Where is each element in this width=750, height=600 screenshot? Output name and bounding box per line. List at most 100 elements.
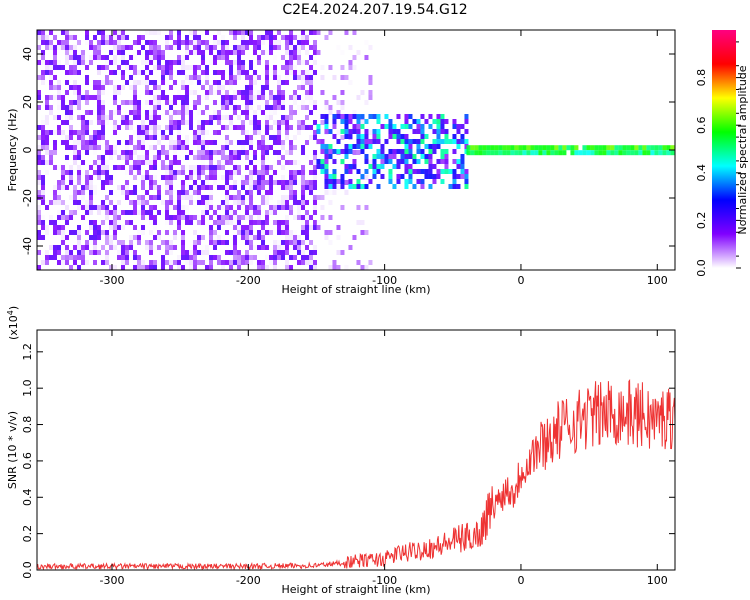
heatmap-cell	[177, 210, 181, 215]
heatmap-cell	[113, 55, 117, 60]
heatmap-cell	[85, 80, 89, 85]
heatmap-cell	[193, 45, 197, 50]
heatmap-cell	[129, 235, 133, 240]
heatmap-cell	[269, 175, 273, 180]
heatmap-cell	[85, 75, 89, 80]
heatmap-cell	[249, 65, 253, 70]
heatmap-cell	[57, 115, 61, 120]
heatmap-cell	[161, 240, 165, 245]
heatmap-cell	[229, 80, 233, 85]
heatmap-cell	[81, 90, 85, 95]
heatmap-cell	[249, 100, 253, 105]
heatmap-cell	[113, 125, 117, 130]
heatmap-cell	[45, 170, 49, 175]
heatmap-cell	[69, 115, 73, 120]
heatmap-cell	[313, 180, 317, 185]
heatmap-cell	[89, 195, 93, 200]
heatmap-cell	[77, 250, 81, 255]
heatmap-cell	[141, 70, 145, 75]
heatmap-cell	[153, 180, 157, 185]
heatmap-cell	[153, 65, 157, 70]
heatmap-x-axis-label: Height of straight line (km)	[281, 283, 430, 296]
heatmap-cell	[209, 50, 213, 55]
heatmap-cell	[205, 70, 209, 75]
heatmap-cell	[213, 170, 217, 175]
heatmap-cell	[65, 220, 69, 225]
heatmap-cell	[324, 119, 329, 124]
heatmap-cell	[137, 100, 141, 105]
heatmap-cell	[269, 40, 273, 45]
heatmap-cell	[281, 35, 285, 40]
heatmap-cell	[177, 265, 181, 270]
heatmap-cell	[301, 255, 305, 260]
heatmap-cell	[237, 140, 241, 145]
heatmap-cell	[460, 124, 465, 129]
heatmap-cell	[420, 154, 425, 159]
heatmap-cell	[241, 175, 245, 180]
heatmap-cell	[301, 120, 305, 125]
heatmap-cell	[45, 135, 49, 140]
heatmap-cell	[269, 180, 273, 185]
heatmap-cell	[185, 195, 189, 200]
heatmap-cell	[297, 95, 301, 100]
heatmap-cell	[57, 80, 61, 85]
heatmap-cell	[285, 120, 289, 125]
heatmap-cell	[137, 95, 141, 100]
heatmap-cell	[177, 215, 181, 220]
heatmap-cell	[670, 150, 675, 156]
heatmap-cell	[229, 50, 233, 55]
heatmap-cell	[245, 85, 249, 90]
heatmap-cell	[81, 150, 85, 155]
heatmap-cell	[197, 155, 201, 160]
heatmap-cell	[372, 164, 377, 169]
heatmap-cell	[444, 159, 449, 164]
heatmap-cell	[285, 70, 289, 75]
heatmap-cell	[245, 165, 249, 170]
heatmap-cell	[249, 235, 253, 240]
heatmap-cell	[101, 80, 105, 85]
heatmap-cell	[396, 129, 401, 134]
heatmap-cell	[89, 175, 93, 180]
heatmap-cell	[309, 215, 313, 220]
heatmap-cell	[225, 145, 229, 150]
heatmap-cell	[233, 200, 237, 205]
heatmap-cell	[245, 30, 249, 35]
heatmap-cell	[316, 124, 321, 129]
heatmap-cell	[65, 205, 69, 210]
heatmap-cell	[586, 150, 591, 156]
heatmap-cell	[173, 175, 177, 180]
heatmap-cell	[113, 245, 117, 250]
heatmap-cell	[161, 75, 165, 80]
heatmap-cell	[125, 160, 129, 165]
heatmap-cell	[225, 175, 229, 180]
heatmap-cell	[241, 70, 245, 75]
heatmap-cell	[145, 85, 149, 90]
heatmap-cell	[249, 195, 253, 200]
heatmap-cell	[277, 30, 281, 35]
heatmap-cell	[404, 139, 409, 144]
heatmap-cell	[404, 154, 409, 159]
heatmap-cell	[73, 100, 77, 105]
heatmap-cell	[45, 70, 49, 75]
heatmap-cell	[313, 225, 317, 230]
heatmap-cell	[638, 145, 643, 151]
heatmap-cell	[245, 180, 249, 185]
y-tick-label: 0.6	[21, 452, 34, 470]
heatmap-cell	[201, 120, 205, 125]
heatmap-cell	[173, 140, 177, 145]
heatmap-cell	[340, 75, 345, 80]
heatmap-cell	[229, 115, 233, 120]
heatmap-cell	[105, 65, 109, 70]
heatmap-cell	[169, 30, 173, 35]
heatmap-cell	[265, 80, 269, 85]
heatmap-cell	[157, 195, 161, 200]
heatmap-cell	[97, 155, 101, 160]
heatmap-cell	[117, 165, 121, 170]
heatmap-cell	[133, 165, 137, 170]
heatmap-cell	[249, 30, 253, 35]
heatmap-cell	[233, 60, 237, 65]
heatmap-cell	[61, 215, 65, 220]
heatmap-cell	[113, 70, 117, 75]
snr-y-axis-label: SNR (10 * v/v)	[6, 411, 19, 489]
heatmap-cell	[209, 125, 213, 130]
